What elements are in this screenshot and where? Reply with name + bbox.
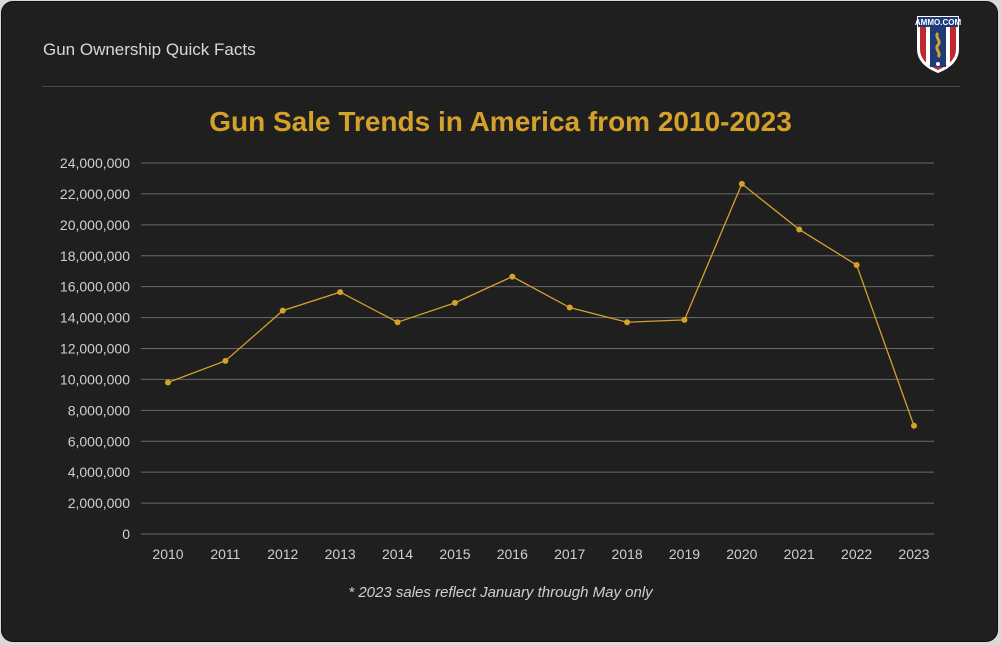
y-tick-label: 2,000,000 [68,495,130,511]
data-point [394,319,401,326]
data-point [566,304,573,311]
data-point [738,180,745,187]
data-point [853,262,860,269]
series-line [167,182,915,427]
x-tick-label: 2018 [611,546,642,562]
y-tick-label: 10,000,000 [60,371,130,387]
x-tick-label: 2022 [841,546,872,562]
x-tick-label: 2019 [669,546,700,562]
logo-text: AMMO.COM [915,18,962,27]
data-point [509,273,516,280]
y-tick-label: 16,000,000 [60,279,130,295]
data-point [796,226,803,233]
y-tick-label: 0 [122,526,130,542]
chart-footnote: * 2023 sales reflect January through May… [348,584,653,601]
x-tick-label: 2012 [267,546,298,562]
x-tick-label: 2013 [325,546,356,562]
card-header-title: Gun Ownership Quick Facts [43,40,256,59]
y-tick-label: 22,000,000 [60,186,130,202]
x-tick-label: 2023 [898,546,929,562]
y-tick-label: 24,000,000 [60,155,130,171]
x-tick-label: 2020 [726,546,757,562]
data-point [451,299,458,306]
y-tick-label: 4,000,000 [68,464,130,480]
header-divider [42,86,960,87]
x-tick-label: 2021 [784,546,815,562]
y-tick-label: 8,000,000 [68,402,130,418]
data-point [222,357,229,364]
x-tick-label: 2017 [554,546,585,562]
ammo-logo-icon: AMMO.COM [915,16,962,73]
data-point [165,379,171,386]
x-tick-label: 2016 [497,546,528,562]
y-tick-label: 12,000,000 [60,341,130,357]
x-tick-label: 2011 [210,546,240,562]
y-tick-label: 6,000,000 [68,433,130,449]
data-point [681,316,688,323]
data-point [337,289,344,296]
x-tick-label: 2010 [152,546,183,562]
x-tick-label: 2015 [439,546,470,562]
data-point [279,307,286,314]
chart-title: Gun Sale Trends in America from 2010-202… [209,106,792,137]
data-point [911,422,917,429]
y-tick-label: 20,000,000 [60,217,130,233]
data-point [624,319,631,326]
y-tick-label: 18,000,000 [60,248,130,264]
y-tick-label: 14,000,000 [60,310,130,326]
x-tick-label: 2014 [382,546,413,562]
